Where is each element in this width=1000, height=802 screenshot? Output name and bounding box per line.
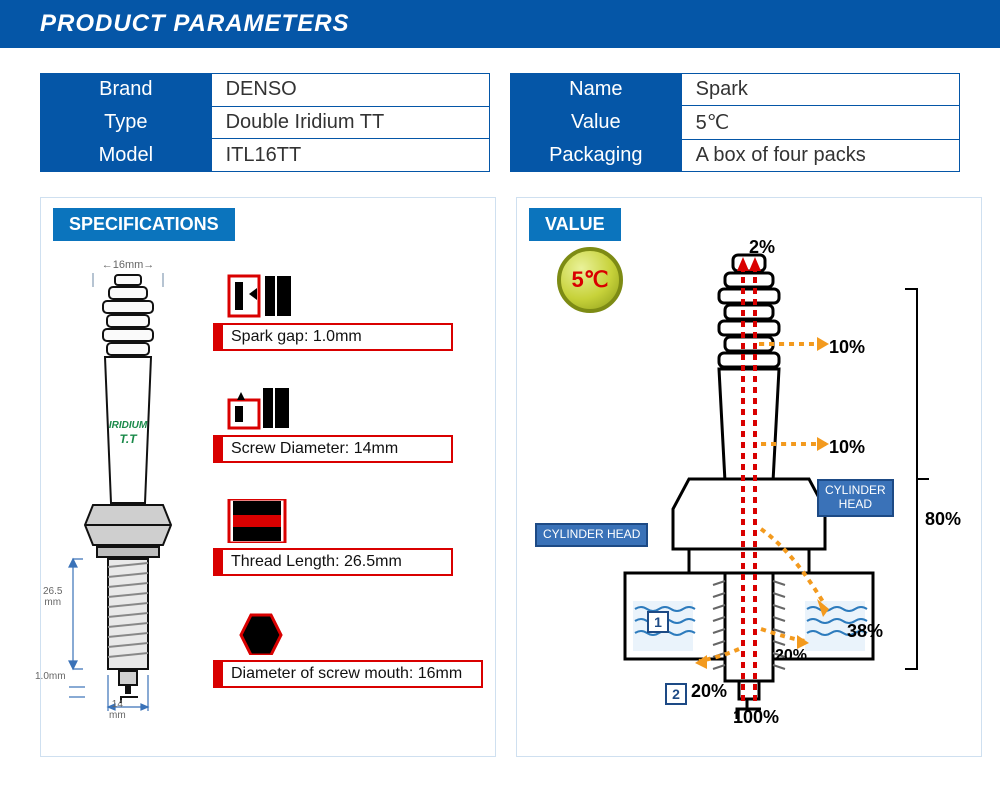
cylinder-head-label-right: CYLINDER HEAD bbox=[817, 479, 894, 517]
param-value: DENSO bbox=[211, 74, 489, 107]
table-row: Name Spark bbox=[511, 74, 960, 106]
value-panel: VALUE 5℃ bbox=[516, 197, 982, 757]
param-value: Spark bbox=[681, 74, 959, 106]
spec-item-gap: Spark gap: 1.0mm bbox=[213, 274, 483, 351]
param-value: 5℃ bbox=[681, 106, 959, 140]
pct-inner-right: 20% bbox=[775, 647, 807, 665]
marker-two: 2 bbox=[665, 683, 687, 705]
table-row: Packaging A box of four packs bbox=[511, 140, 960, 172]
param-value: Double Iridium TT bbox=[211, 106, 489, 139]
param-label: Packaging bbox=[511, 140, 682, 172]
dim-gap: 1.0mm bbox=[35, 671, 66, 682]
spec-bar: Diameter of screw mouth: 16mm bbox=[213, 660, 483, 688]
value-tab: VALUE bbox=[529, 208, 621, 241]
pct-lower-right: 38% bbox=[847, 621, 883, 642]
plug-tt-label: T.T bbox=[119, 432, 138, 446]
pct-upper-right: 10% bbox=[829, 337, 865, 358]
cylinder-head-label-left: CYLINDER HEAD bbox=[535, 523, 648, 547]
params-table-left: Brand DENSO Type Double Iridium TT Model… bbox=[40, 73, 490, 172]
spec-bar: Thread Length: 26.5mm bbox=[213, 548, 453, 576]
cross-section-icon bbox=[529, 249, 969, 749]
pct-mid-right: 10% bbox=[829, 437, 865, 458]
param-value: A box of four packs bbox=[681, 140, 959, 172]
param-label: Name bbox=[511, 74, 682, 106]
pct-bottom-center: 100% bbox=[733, 707, 779, 728]
thread-len-icon bbox=[227, 499, 297, 543]
spec-items: Spark gap: 1.0mm Screw Diameter: 14mm bbox=[213, 251, 483, 741]
pct-top: 2% bbox=[749, 237, 775, 258]
specifications-panel: SPECIFICATIONS ←16mm→ bbox=[40, 197, 496, 757]
pct-far-right: 80% bbox=[925, 509, 961, 530]
pct-bottom-left: 20% bbox=[691, 681, 727, 702]
gap-icon bbox=[227, 274, 297, 318]
dim-top-16mm: ←16mm→ bbox=[53, 259, 203, 271]
specs-tab: SPECIFICATIONS bbox=[53, 208, 235, 241]
marker-one: 1 bbox=[647, 611, 669, 633]
panels-row: SPECIFICATIONS ←16mm→ bbox=[0, 182, 1000, 777]
table-row: Value 5℃ bbox=[511, 106, 960, 140]
spec-bar: Screw Diameter: 14mm bbox=[213, 435, 453, 463]
table-row: Type Double Iridium TT bbox=[41, 106, 490, 139]
header-title: PRODUCT PARAMETERS bbox=[0, 0, 1000, 48]
dim-screw-mouth: 14 mm bbox=[109, 699, 126, 721]
params-tables: Brand DENSO Type Double Iridium TT Model… bbox=[0, 48, 1000, 182]
param-label: Brand bbox=[41, 74, 212, 107]
dim-thread-length: 26.5 mm bbox=[43, 586, 62, 608]
temperature-badge: 5℃ bbox=[557, 247, 623, 313]
hex-icon bbox=[227, 611, 297, 655]
param-label: Value bbox=[511, 106, 682, 140]
value-diagram: 5℃ bbox=[517, 241, 981, 751]
param-value: ITL16TT bbox=[211, 139, 489, 172]
table-row: Model ITL16TT bbox=[41, 139, 490, 172]
param-label: Type bbox=[41, 106, 212, 139]
params-table-right: Name Spark Value 5℃ Packaging A box of f… bbox=[510, 73, 960, 172]
spark-plug-diagram: ←16mm→ bbox=[53, 251, 203, 741]
spec-item-screw-dia: Screw Diameter: 14mm bbox=[213, 386, 483, 463]
screw-dia-icon bbox=[227, 386, 297, 430]
param-label: Model bbox=[41, 139, 212, 172]
spark-plug-icon: IRIDIUM T.T bbox=[63, 273, 193, 713]
specs-body: ←16mm→ bbox=[41, 241, 495, 751]
table-row: Brand DENSO bbox=[41, 74, 490, 107]
spec-bar: Spark gap: 1.0mm bbox=[213, 323, 453, 351]
spec-item-thread-len: Thread Length: 26.5mm bbox=[213, 499, 483, 576]
plug-iridium-label: IRIDIUM bbox=[109, 420, 148, 431]
spec-item-hex-dia: Diameter of screw mouth: 16mm bbox=[213, 611, 483, 688]
